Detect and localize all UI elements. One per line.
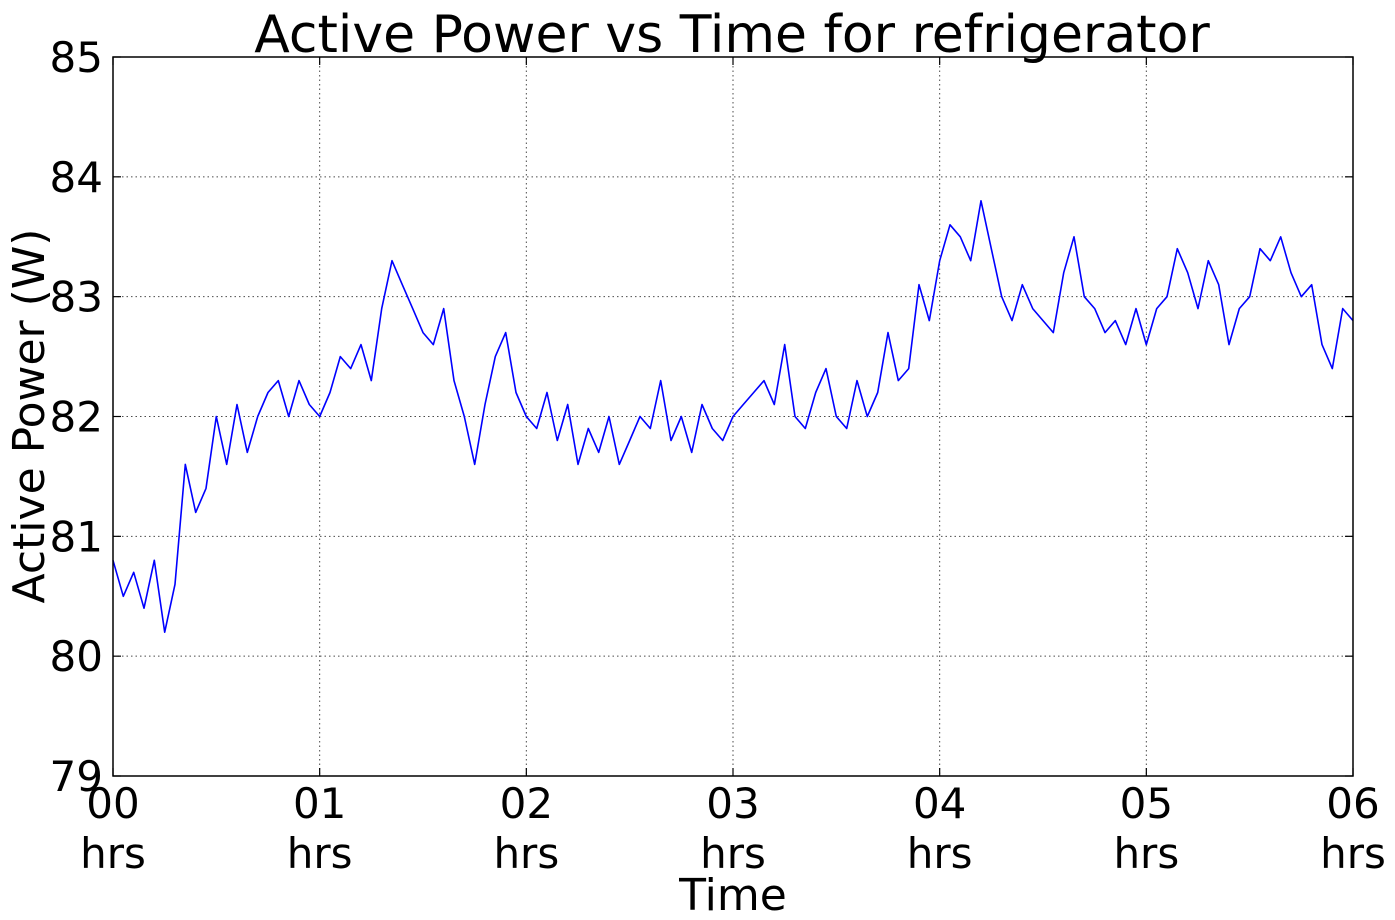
ticks: [112, 56, 1354, 777]
y-tick-label: 81: [50, 512, 103, 561]
x-tick-label: 03: [706, 779, 759, 828]
x-tick-label: 04: [913, 779, 966, 828]
y-tick-label: 82: [50, 393, 103, 442]
x-tick-label: 00: [86, 779, 139, 828]
y-tick-label: 80: [50, 632, 103, 681]
y-tick-label: 79: [50, 752, 103, 801]
x-tick-label: 02: [500, 779, 553, 828]
y-tick-label: 83: [50, 273, 103, 322]
x-axis-label: Time: [678, 870, 787, 920]
grid: [113, 57, 1353, 776]
x-tick-unit: hrs: [700, 829, 766, 878]
x-tick-label: 05: [1120, 779, 1173, 828]
x-tick-unit: hrs: [1113, 829, 1179, 878]
x-tick-label: 01: [293, 779, 346, 828]
x-tick-unit: hrs: [80, 829, 146, 878]
x-tick-unit: hrs: [287, 829, 353, 878]
x-tick-unit: hrs: [493, 829, 559, 878]
chart-title: Active Power vs Time for refrigerator: [254, 5, 1210, 65]
series-line-0: [112, 200, 1354, 634]
y-tick-labels: 79 80 81 82 83 84 85: [50, 33, 103, 801]
x-tick-label: 06: [1326, 779, 1379, 828]
y-tick-label: 85: [50, 33, 103, 82]
x-tick-unit: hrs: [1320, 829, 1386, 878]
series-layer: [112, 200, 1354, 634]
x-tick-unit: hrs: [907, 829, 973, 878]
y-tick-label: 84: [50, 153, 103, 202]
y-axis-label: Active Power (W): [4, 229, 55, 604]
